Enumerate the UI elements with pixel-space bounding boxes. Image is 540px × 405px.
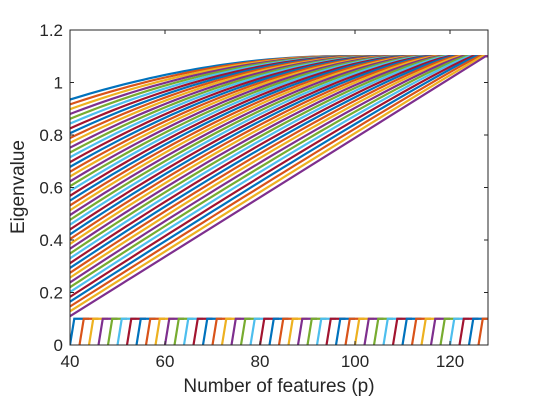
- eigenvalue-curve: [70, 55, 488, 245]
- plot-lines: [70, 55, 488, 345]
- eigenvalue-curve: [70, 55, 488, 260]
- eigenvalue-curve: [70, 55, 488, 216]
- x-tick-label: 60: [156, 352, 175, 371]
- x-axis-ticks: 40 60 80 100 120: [61, 30, 464, 371]
- eigenvalue-curve: [70, 55, 488, 318]
- eigenvalue-curve: [70, 55, 488, 284]
- eigenvalue-curve: [70, 55, 488, 202]
- eigenvalue-curve: [70, 55, 488, 207]
- eigenvalue-curve: [70, 55, 488, 221]
- eigenvalue-curve: [70, 55, 488, 212]
- eigenvalue-curve: [70, 55, 488, 188]
- eigenvalue-curve: [70, 55, 488, 293]
- eigenvalue-curve: [70, 55, 488, 269]
- eigenvalue-curve: [70, 55, 488, 313]
- eigenvalue-curve: [70, 55, 488, 255]
- x-tick-label: 120: [436, 352, 464, 371]
- sawtooth-line: [477, 317, 488, 345]
- y-tick-label: 0.8: [39, 126, 63, 145]
- eigenvalue-curve: [70, 55, 488, 236]
- y-axis-label: Eigenvalue: [8, 140, 29, 234]
- y-axis-ticks: 0 0.2 0.4 0.6 0.8 1 1.2: [39, 21, 488, 355]
- eigenvalue-curve: [70, 55, 488, 250]
- eigenvalue-curve: [70, 55, 488, 298]
- eigenvalue-curve: [70, 55, 488, 265]
- eigenvalue-curve: [70, 55, 488, 241]
- eigenvalue-curve: [70, 55, 488, 226]
- x-tick-label: 40: [61, 352, 80, 371]
- y-tick-label: 0.2: [39, 284, 63, 303]
- eigenvalue-curve: [70, 55, 488, 279]
- x-tick-label: 80: [251, 352, 270, 371]
- eigenvalue-curve: [70, 55, 488, 231]
- x-axis-label: Number of features (p): [183, 376, 374, 397]
- eigenvalue-curve: [70, 55, 488, 197]
- eigenvalue-curve: [70, 55, 488, 308]
- y-tick-label: 0: [54, 336, 63, 355]
- y-tick-label: 0.6: [39, 179, 63, 198]
- eigenvalue-curve: [70, 55, 488, 274]
- x-tick-label: 100: [341, 352, 369, 371]
- y-tick-label: 1.2: [39, 21, 63, 40]
- eigenvalue-curve: [70, 55, 488, 303]
- y-tick-label: 1: [54, 74, 63, 93]
- eigenvalue-curve: [70, 55, 488, 289]
- y-tick-label: 0.4: [39, 231, 63, 250]
- eigenvalue-curve: [70, 55, 488, 192]
